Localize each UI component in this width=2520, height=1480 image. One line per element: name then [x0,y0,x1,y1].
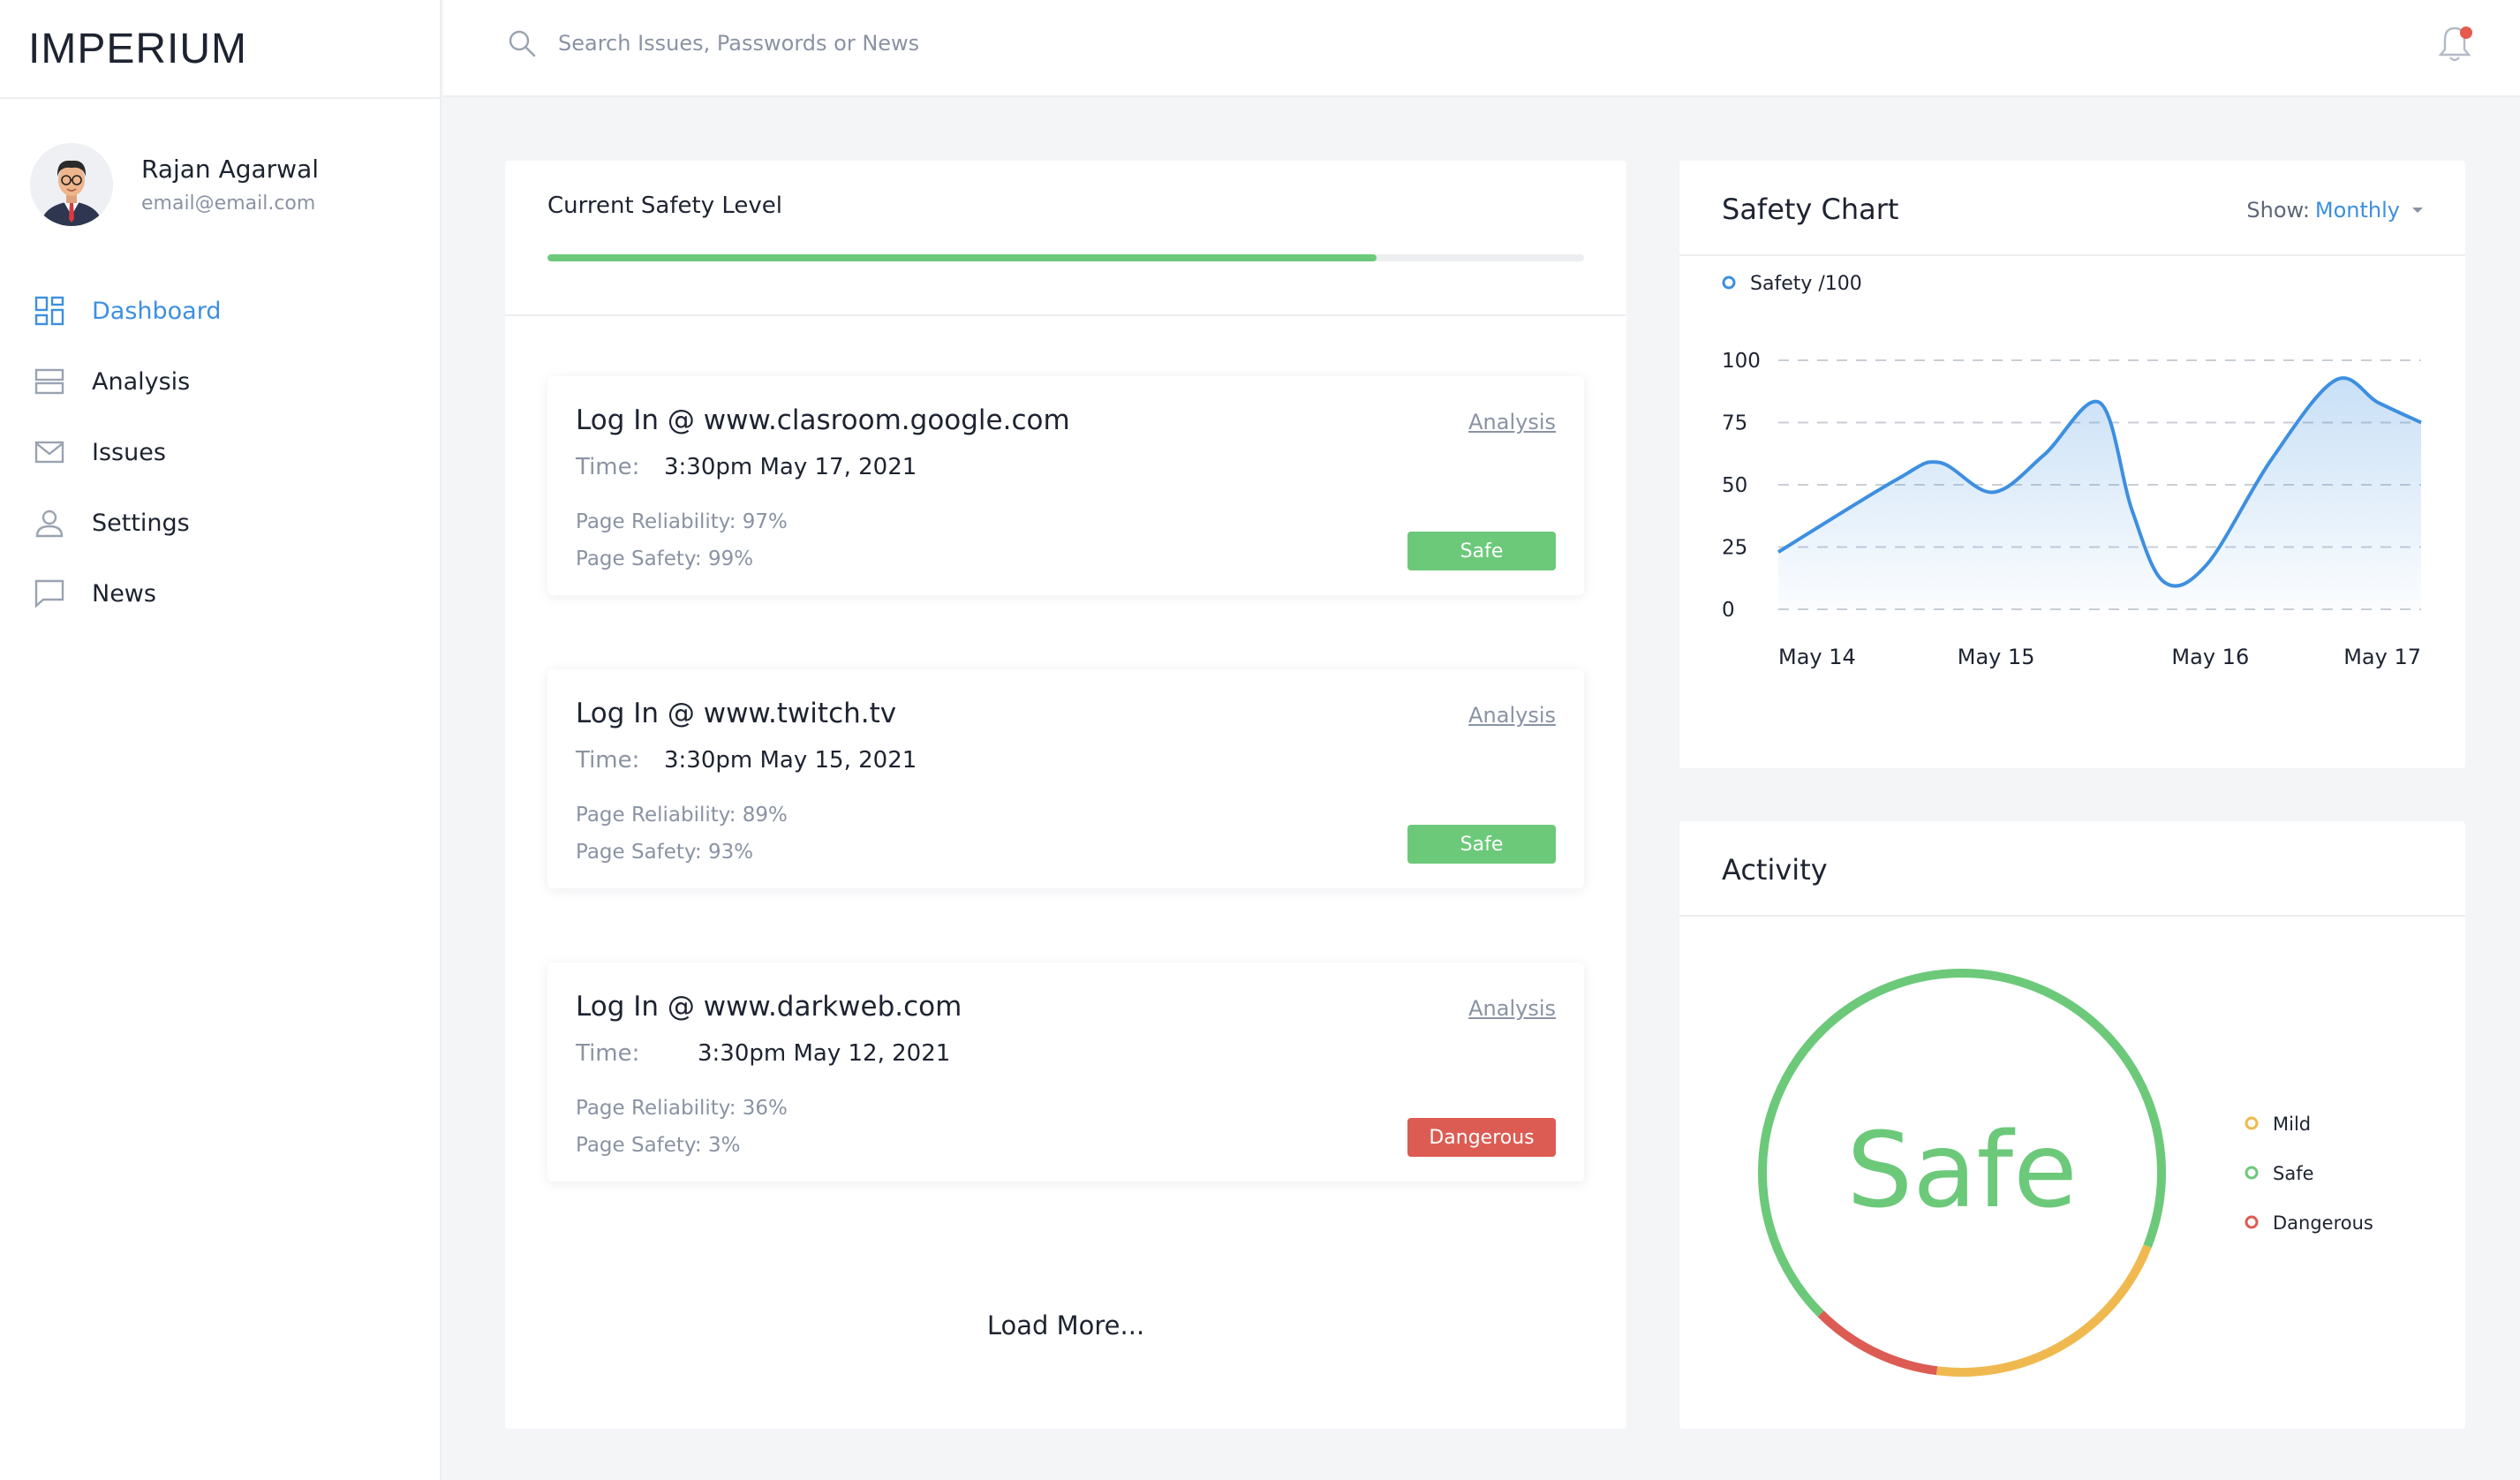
top-bar [443,0,2520,97]
legend-label: Safe [2273,1163,2314,1184]
safety-level-card: Current Safety Level Log In @ www.clasro… [505,161,1626,1429]
y-tick-label: 75 [1722,412,1747,435]
log-safety: Page Safety: 3% [576,1134,741,1157]
x-tick-label: May 15 [1958,645,2035,669]
sidebar-item-dashboard[interactable]: Dashboard [0,276,440,346]
series-area [1778,378,2421,609]
x-tick-label: May 16 [2171,645,2249,669]
sidebar-item-label: Dashboard [92,297,222,325]
log-reliability: Page Reliability: 36% [576,1097,788,1120]
log-reliability: Page Reliability: 89% [576,804,788,827]
activity-status-text: Safe [1846,1109,2077,1231]
log-analysis-link[interactable]: Analysis [1468,996,1556,1021]
log-analysis-link[interactable]: Analysis [1468,410,1556,434]
legend-marker [2245,1215,2259,1229]
donut-segment-safe [1758,969,2166,1377]
sidebar-item-analysis[interactable]: Analysis [0,346,440,417]
legend-marker [1722,276,1736,290]
sidebar-item-settings[interactable]: Settings [0,487,440,558]
analysis-icon [34,366,65,397]
log-time: 3:30pm May 12, 2021 [698,1040,951,1067]
donut-segment-mild [1758,969,2166,1377]
sidebar-item-label: Issues [92,438,166,466]
sidebar-item-news[interactable]: News [0,558,440,629]
legend-marker [2245,1116,2259,1130]
safety-chart: Safety /100 100 75 50 25 0 May 14 May 15 May 16 M… [1722,273,2422,669]
legend-label: Safety /100 [1750,273,1862,295]
log-title: Log In @ www.clasroom.google.com [576,404,1070,436]
legend-marker [2245,1166,2259,1180]
y-tick-label: 50 [1722,474,1747,497]
chart-legend: Safety /100 [1722,273,1862,295]
chevron-down-icon [2412,208,2423,213]
profile[interactable]: Rajan Agarwal email@email.com [0,99,440,226]
log-card[interactable]: Log In @ www.clasroom.google.com Analysi… [547,376,1584,595]
profile-name: Rajan Agarwal [141,155,320,184]
series-line [1777,376,2422,588]
load-more-button[interactable]: Load More... [986,1310,1145,1340]
safety-level-title: Current Safety Level [547,193,782,219]
log-time-label: Time: [576,454,640,480]
period-select[interactable]: Show: Monthly [2246,198,2423,223]
x-tick-label: May 14 [1778,645,1856,669]
sidebar-nav: Dashboard Analysis Issues [0,276,440,629]
y-tick-label: 0 [1722,599,1735,622]
log-safety: Page Safety: 99% [576,547,754,570]
log-safety: Page Safety: 93% [576,841,754,864]
log-time: 3:30pm May 17, 2021 [664,454,917,480]
log-title: Log In @ www.darkweb.com [576,991,962,1023]
sidebar-item-label: News [92,579,156,608]
log-title: Log In @ www.twitch.tv [576,698,897,729]
log-card[interactable]: Log In @ www.darkweb.com Analysis Time: … [547,963,1584,1182]
legend-label: Dangerous [2273,1212,2373,1234]
log-time: 3:30pm May 15, 2021 [664,747,917,774]
y-tick-label: 25 [1722,537,1747,560]
sidebar-item-issues[interactable]: Issues [0,417,440,487]
search-input[interactable] [558,23,1353,64]
safety-progress-fill [547,254,1377,261]
log-time-label: Time: [576,747,640,774]
status-badge: Dangerous [1407,1118,1556,1157]
user-icon [34,507,65,539]
period-select-label: Show: [2246,198,2310,223]
x-tick-label: May 17 [2343,645,2421,669]
y-tick-label: 100 [1722,350,1761,373]
period-select-value: Monthly [2314,198,2400,223]
brand-logo[interactable]: IMPERIUM [0,0,440,99]
safety-progress-bar [547,254,1584,261]
log-card[interactable]: Log In @ www.twitch.tv Analysis Time: 3:… [547,669,1584,888]
mail-icon [34,436,65,468]
status-badge: Safe [1407,825,1556,864]
notification-badge [2460,26,2472,39]
profile-email: email@email.com [141,193,316,215]
safety-chart-card: Safety Chart Show: Monthly Safety /100 10… [1679,161,2465,768]
activity-donut: Safe Mild Safe Dangerous [1758,969,2373,1377]
avatar-image [30,143,113,226]
activity-title: Activity [1722,853,1828,887]
sidebar: IMPERIUM Rajan Agarwal email@email.com [0,0,441,1480]
log-analysis-link[interactable]: Analysis [1468,703,1556,728]
sidebar-item-label: Settings [92,509,190,537]
dashboard-icon [34,295,65,327]
search-icon[interactable] [507,28,537,58]
sidebar-item-label: Analysis [92,367,191,396]
chat-icon [34,578,65,609]
activity-card: Activity Safe Mild Safe Dangerous [1679,821,2465,1429]
log-time-label: Time: [576,1040,640,1067]
status-badge: Safe [1407,532,1556,570]
avatar[interactable] [30,143,113,226]
safety-chart-title: Safety Chart [1722,193,1899,226]
log-reliability: Page Reliability: 97% [576,510,788,533]
legend-label: Mild [2273,1114,2311,1135]
